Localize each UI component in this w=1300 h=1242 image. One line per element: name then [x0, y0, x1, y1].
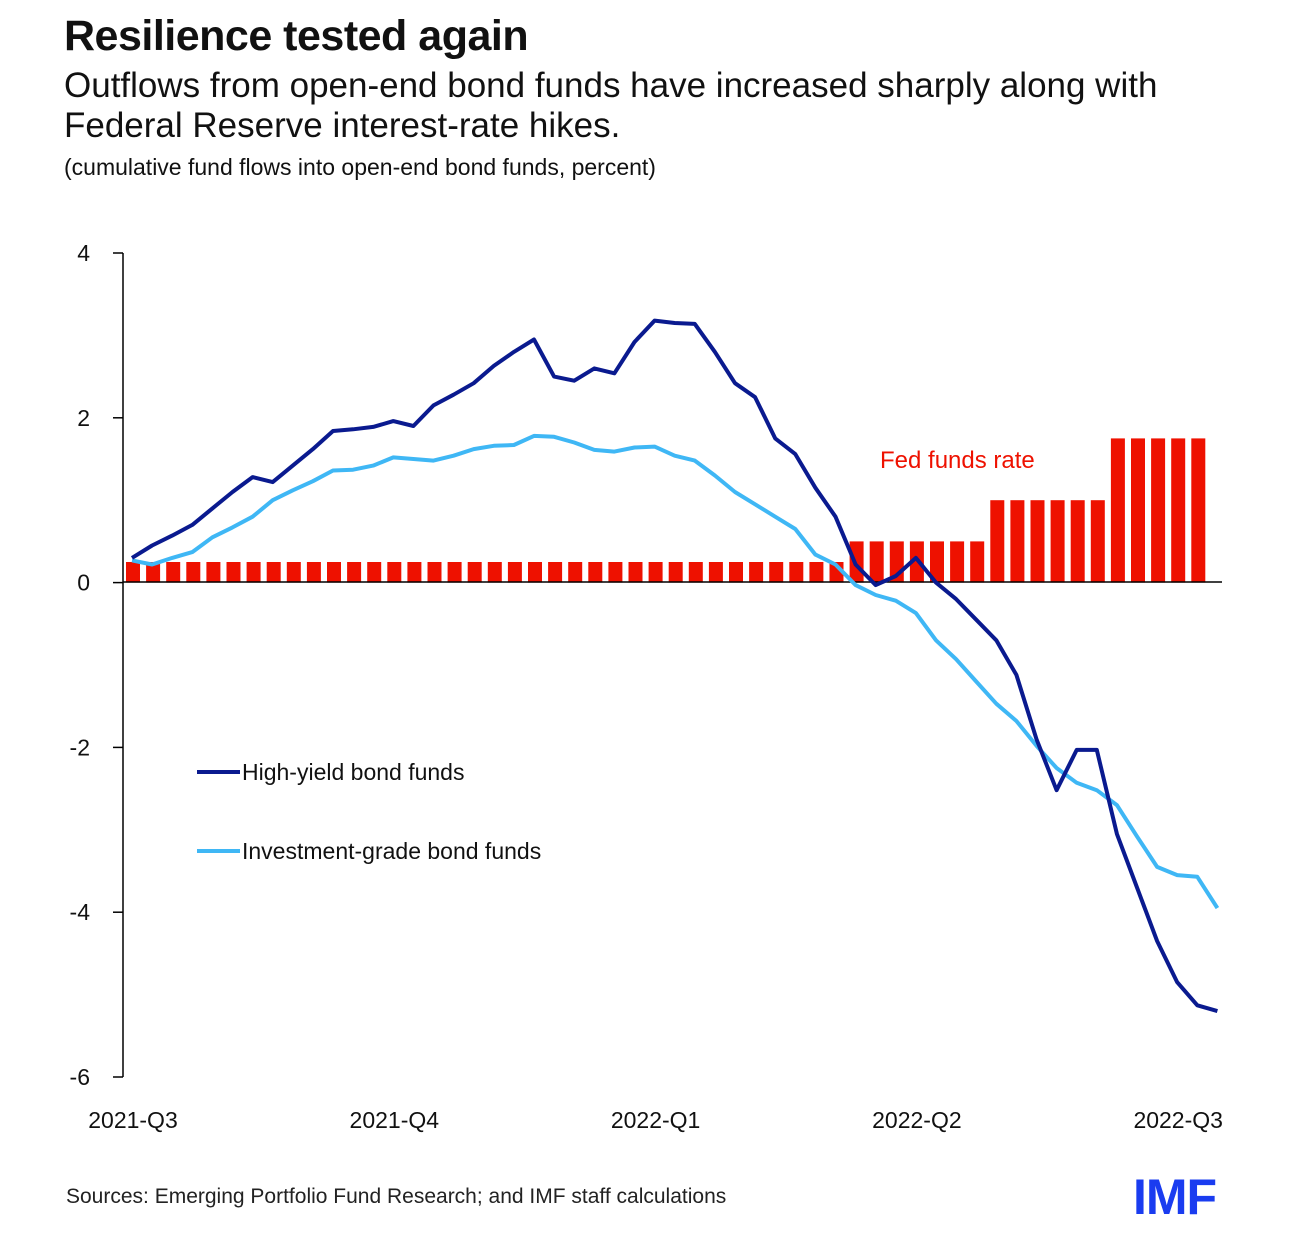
fed-funds-bar — [729, 562, 743, 583]
y-tick-label: 0 — [77, 570, 90, 596]
fed-funds-bar — [809, 562, 824, 583]
fed-funds-bar — [588, 562, 603, 583]
fed-funds-bar — [186, 562, 201, 583]
fed-funds-bar — [306, 562, 321, 583]
x-ticks: 2021-Q3 2021-Q4 2022-Q1 2022-Q2 2022-Q3 — [88, 1107, 1223, 1133]
high-yield-line — [130, 318, 1218, 1014]
fed-funds-bar — [1070, 500, 1085, 583]
fed-funds-bar — [387, 562, 402, 583]
x-tick-label: 2021-Q3 — [88, 1107, 178, 1133]
y-ticks: 4 2 0 -2 -4 -6 — [70, 240, 123, 1090]
fed-funds-bar — [528, 562, 542, 583]
fed-funds-bar — [950, 541, 965, 583]
chart-title: Resilience tested again — [64, 12, 529, 60]
fed-funds-bar — [688, 562, 703, 583]
fed-funds-bar — [126, 562, 140, 583]
x-tick-label: 2021-Q4 — [350, 1107, 440, 1133]
x-tick-label: 2022-Q2 — [872, 1107, 962, 1133]
fed-funds-bar — [226, 562, 241, 583]
fed-funds-bar — [447, 562, 462, 583]
x-tick-label: 2022-Q3 — [1133, 1107, 1223, 1133]
fed-funds-bar — [769, 562, 784, 583]
fed-funds-bar — [1151, 438, 1166, 583]
legend-label-investment-grade: Investment-grade bond funds — [242, 838, 541, 864]
fed-funds-bar — [1131, 438, 1145, 583]
y-tick-label: -4 — [70, 899, 91, 925]
fed-funds-bar — [789, 562, 804, 583]
y-tick-label: -6 — [70, 1064, 90, 1090]
fed-funds-bar — [648, 562, 663, 583]
investment-grade-line — [131, 433, 1220, 910]
fed-funds-bar — [749, 562, 764, 583]
fed-funds-bar — [1191, 438, 1206, 583]
fed-funds-bar — [1030, 500, 1045, 583]
fed-funds-bar — [166, 562, 181, 583]
fed-funds-bar — [246, 562, 261, 583]
fed-funds-bar — [286, 562, 301, 583]
fed-funds-bar — [608, 562, 623, 583]
fed-funds-bar — [347, 562, 362, 583]
fed-funds-bar — [1010, 500, 1025, 583]
fed-funds-bar — [467, 562, 482, 583]
chart-units-note: (cumulative fund flows into open-end bon… — [64, 154, 656, 180]
y-tick-label: 2 — [77, 405, 90, 431]
imf-logo: IMF — [1133, 1169, 1217, 1225]
fed-funds-bar — [970, 541, 985, 583]
fed-funds-bar — [1110, 438, 1125, 583]
fed-funds-bars — [126, 438, 1206, 583]
fed-funds-bar — [708, 562, 723, 583]
fed-funds-bar — [206, 562, 221, 583]
fed-funds-bar — [507, 562, 522, 583]
fed-funds-bar — [146, 562, 161, 583]
fed-funds-bar — [548, 562, 563, 583]
fed-funds-label: Fed funds rate — [880, 447, 1035, 474]
fed-funds-bar — [990, 500, 1005, 583]
fed-funds-bar — [628, 562, 643, 583]
fed-funds-bar — [487, 562, 502, 583]
fed-funds-bar — [367, 562, 382, 583]
fed-funds-bar — [1171, 438, 1186, 583]
fed-funds-bar — [266, 562, 281, 583]
legend-label-high-yield: High-yield bond funds — [242, 759, 464, 785]
fed-funds-bar — [1090, 500, 1105, 583]
chart-subtitle: Outflows from open-end bond funds have i… — [64, 66, 1158, 145]
fed-funds-bar — [568, 562, 583, 583]
fed-funds-bar — [930, 541, 944, 583]
fed-funds-bar — [407, 562, 422, 583]
fed-funds-bar — [327, 562, 341, 583]
fed-funds-bar — [668, 562, 683, 583]
fed-funds-bar — [869, 541, 884, 583]
y-tick-label: 4 — [77, 240, 90, 266]
x-tick-label: 2022-Q1 — [611, 1107, 701, 1133]
fed-funds-bar — [1050, 500, 1065, 583]
legend: High-yield bond funds Investment-grade b… — [197, 759, 541, 864]
y-tick-label: -2 — [70, 734, 90, 760]
fed-funds-bar — [427, 562, 442, 583]
sources-note: Sources: Emerging Portfolio Fund Researc… — [66, 1185, 727, 1208]
